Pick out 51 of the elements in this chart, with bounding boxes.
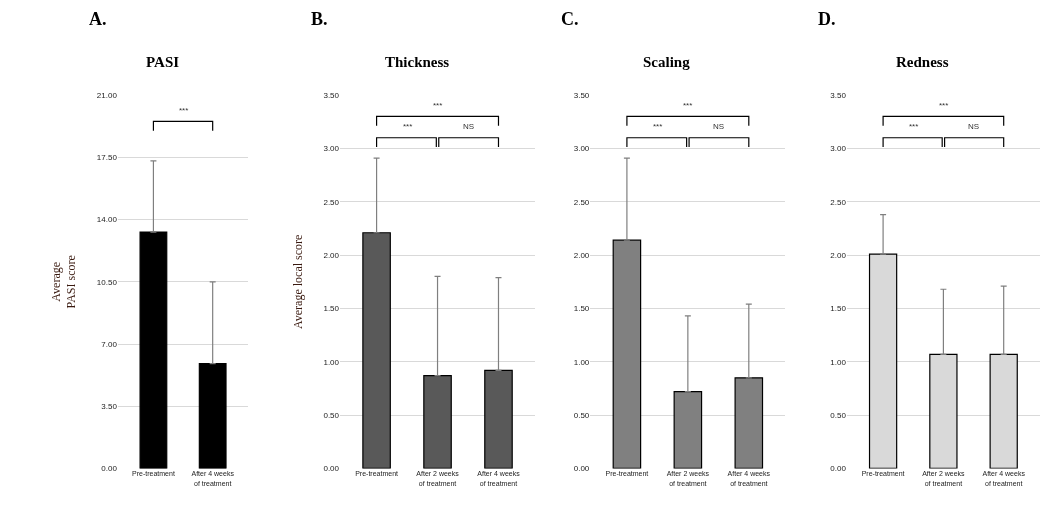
annotation: *** [683,101,693,110]
y-tick-label: 2.00 [830,250,847,260]
annotation: NS [968,122,980,131]
y-tick-label: 3.00 [830,144,847,154]
y-tick-label: 0.00 [830,464,847,474]
y-tick-label: 3.50 [323,90,340,100]
annotation: *** [403,122,413,131]
y-axis-title: Average PASI score [48,255,79,309]
y-tick-label: 0.00 [101,464,118,474]
y-tick-label: 1.00 [323,357,340,367]
y-tick-label: 2.50 [323,197,340,207]
y-tick-label: 21.00 [96,90,118,100]
annotation: *** [653,122,663,131]
y-tick-label: 0.50 [323,410,340,420]
chart-title: C. [561,9,579,29]
y-tick-label: 2.00 [323,250,340,260]
chart-subtitle: Scaling [643,54,691,70]
y-tick-label: 14.00 [96,215,118,225]
y-tick-label: 7.00 [101,339,118,349]
annotation: *** [179,106,189,115]
y-tick-label: 1.00 [830,357,847,367]
annotation: NS [463,122,475,131]
y-tick-label: 17.50 [96,153,118,163]
chart-title: A. [89,9,107,29]
chart-subtitle: Thickness [385,54,450,70]
y-tick-label: 2.00 [573,250,590,260]
y-tick-label: 2.50 [830,197,847,207]
y-tick-label: 0.50 [573,410,590,420]
chart-subtitle: PASI [146,54,180,70]
y-tick-label: 0.00 [323,464,340,474]
chart-subtitle: Redness [896,54,949,70]
y-tick-label: 2.50 [573,197,590,207]
y-tick-label: 3.50 [101,402,118,412]
annotation: *** [909,122,919,131]
y-tick-label: 0.00 [573,464,590,474]
y-axis-title: Average local score [290,234,305,329]
y-tick-label: 1.50 [573,304,590,314]
y-tick-label: 3.00 [573,144,590,154]
annotation: NS [713,122,725,131]
chart-title: B. [311,9,328,29]
y-tick-label: 10.50 [96,277,118,287]
y-tick-label: 3.50 [830,90,847,100]
annotation: *** [939,101,949,110]
annotation: *** [433,101,443,110]
y-tick-label: 1.00 [573,357,590,367]
y-tick-label: 0.50 [830,410,847,420]
chart-title: D. [818,9,836,29]
y-tick-label: 3.50 [573,90,590,100]
y-tick-label: 3.00 [323,144,340,154]
y-tick-label: 1.50 [323,304,340,314]
y-tick-label: 1.50 [830,304,847,314]
